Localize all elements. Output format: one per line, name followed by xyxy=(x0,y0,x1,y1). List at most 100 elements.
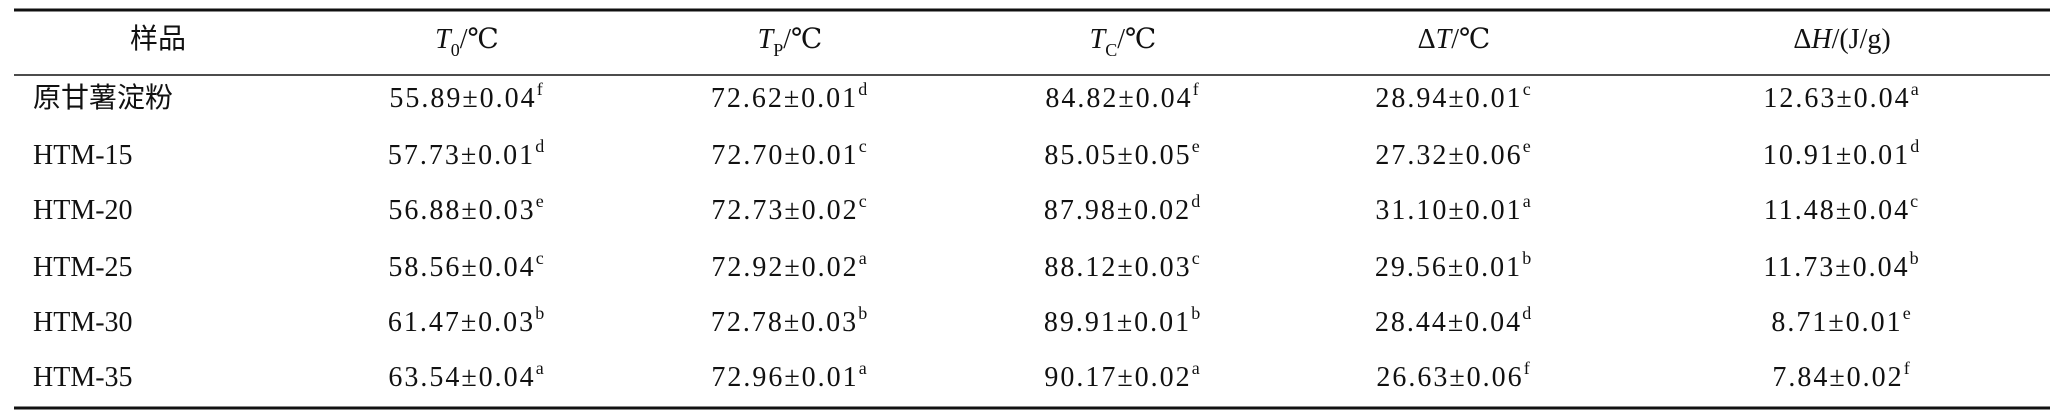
cell-text: 原甘薯淀粉 xyxy=(33,82,173,114)
cell-text: HTM-35 xyxy=(33,362,133,393)
significance-letter: a xyxy=(859,248,869,268)
sample-cell: HTM-20 xyxy=(33,195,133,226)
cell-text: 57.73±0.01 xyxy=(388,140,535,171)
significance-letter: c xyxy=(859,136,869,156)
cell-text: 61.47±0.03 xyxy=(388,307,535,338)
significance-letter: a xyxy=(1911,79,1921,99)
header-symbol: T xyxy=(1436,24,1454,55)
header-cell: 样品 xyxy=(130,23,186,55)
value-cell: 90.17±0.02a xyxy=(1044,358,1201,393)
significance-letter: c xyxy=(536,248,546,268)
value-cell: 72.96±0.01a xyxy=(711,358,868,393)
header-symbol: T xyxy=(1090,24,1108,55)
cell-text: 90.17±0.02 xyxy=(1044,362,1191,393)
value-cell: 88.12±0.03c xyxy=(1044,248,1201,283)
value-cell: 7.84±0.02f xyxy=(1772,358,1911,393)
value-cell: 58.56±0.04c xyxy=(388,248,545,283)
value-cell: 55.89±0.04f xyxy=(389,79,544,114)
cell-text: HTM-30 xyxy=(33,307,133,338)
value-cell: 11.48±0.04c xyxy=(1764,191,1920,226)
value-cell: 87.98±0.02d xyxy=(1044,191,1202,226)
value-cell: 61.47±0.03b xyxy=(388,303,546,338)
value-cell: 72.70±0.01c xyxy=(711,136,868,171)
cell-text: 56.88±0.03 xyxy=(388,195,535,226)
value-cell: 63.54±0.04a xyxy=(388,358,545,393)
header-symbol: T xyxy=(435,24,453,55)
significance-letter: f xyxy=(537,79,545,99)
header-cell: ΔT/℃ xyxy=(1418,24,1491,55)
significance-letter: f xyxy=(1193,79,1201,99)
header-subscript: 0 xyxy=(451,40,460,60)
significance-letter: a xyxy=(536,358,546,378)
significance-letter: e xyxy=(536,191,546,211)
significance-letter: e xyxy=(1903,303,1913,323)
cell-text: HTM-20 xyxy=(33,195,133,226)
sample-cell: HTM-15 xyxy=(33,140,133,171)
value-cell: 28.44±0.04d xyxy=(1375,303,1533,338)
sample-cell: HTM-30 xyxy=(33,307,133,338)
sample-cell: 原甘薯淀粉 xyxy=(33,82,173,114)
significance-letter: b xyxy=(1522,248,1533,268)
value-cell: 29.56±0.01b xyxy=(1375,248,1533,283)
cell-text: 7.84±0.02 xyxy=(1772,362,1903,393)
cell-text: 11.73±0.04 xyxy=(1763,252,1909,283)
cell-text: 72.96±0.01 xyxy=(711,362,858,393)
header-subscript: C xyxy=(1105,40,1117,60)
value-cell: 10.91±0.01d xyxy=(1763,136,1921,171)
cell-text: 89.91±0.01 xyxy=(1044,307,1191,338)
value-cell: 72.78±0.03b xyxy=(711,303,869,338)
significance-letter: a xyxy=(1523,191,1533,211)
value-cell: 85.05±0.05e xyxy=(1044,136,1201,171)
header-cell: T0/℃ xyxy=(435,24,499,60)
cell-text: 31.10±0.01 xyxy=(1375,195,1522,226)
header-prefix: Δ xyxy=(1793,24,1811,55)
cell-text: 26.63±0.06 xyxy=(1376,362,1523,393)
significance-letter: f xyxy=(1524,358,1532,378)
significance-letter: c xyxy=(859,191,869,211)
significance-letter: d xyxy=(858,79,869,99)
significance-letter: d xyxy=(535,136,546,156)
significance-letter: a xyxy=(1192,358,1202,378)
cell-text: 63.54±0.04 xyxy=(388,362,535,393)
value-cell: 31.10±0.01a xyxy=(1375,191,1532,226)
significance-letter: e xyxy=(1523,136,1533,156)
value-cell: 8.71±0.01e xyxy=(1771,303,1912,338)
cell-text: 28.44±0.04 xyxy=(1375,307,1522,338)
cell-text: 58.56±0.04 xyxy=(388,252,535,283)
header-subscript: P xyxy=(773,40,783,60)
cell-text: HTM-15 xyxy=(33,140,133,171)
value-cell: 57.73±0.01d xyxy=(388,136,546,171)
cell-text: 72.62±0.01 xyxy=(711,83,858,114)
cell-text: 85.05±0.05 xyxy=(1044,140,1191,171)
value-cell: 26.63±0.06f xyxy=(1376,358,1531,393)
cell-text: 55.89±0.04 xyxy=(389,83,536,114)
header-unit: /℃ xyxy=(1451,24,1490,55)
significance-letter: b xyxy=(858,303,869,323)
header-prefix: Δ xyxy=(1418,24,1436,55)
header-unit: /(J/g) xyxy=(1832,24,1891,55)
cell-text: 27.32±0.06 xyxy=(1375,140,1522,171)
cell-text: 28.94±0.01 xyxy=(1375,83,1522,114)
value-cell: 72.92±0.02a xyxy=(711,248,868,283)
header-cell: ΔH/(J/g) xyxy=(1793,24,1890,55)
cell-text: 88.12±0.03 xyxy=(1044,252,1191,283)
cell-text: 11.48±0.04 xyxy=(1764,195,1910,226)
header-text: 样品 xyxy=(130,23,186,55)
value-cell: 72.62±0.01d xyxy=(711,79,869,114)
significance-letter: c xyxy=(1192,248,1202,268)
value-cell: 84.82±0.04f xyxy=(1045,79,1200,114)
cell-text: 87.98±0.02 xyxy=(1044,195,1191,226)
header-symbol: T xyxy=(758,24,776,55)
value-cell: 89.91±0.01b xyxy=(1044,303,1202,338)
value-cell: 56.88±0.03e xyxy=(388,191,545,226)
cell-text: 72.78±0.03 xyxy=(711,307,858,338)
value-cell: 12.63±0.04a xyxy=(1763,79,1920,114)
cell-text: 10.91±0.01 xyxy=(1763,140,1910,171)
header-unit: /℃ xyxy=(1117,24,1156,55)
significance-letter: e xyxy=(1192,136,1202,156)
value-cell: 11.73±0.04b xyxy=(1763,248,1920,283)
significance-letter: d xyxy=(1910,136,1921,156)
cell-text: 8.71±0.01 xyxy=(1771,307,1902,338)
